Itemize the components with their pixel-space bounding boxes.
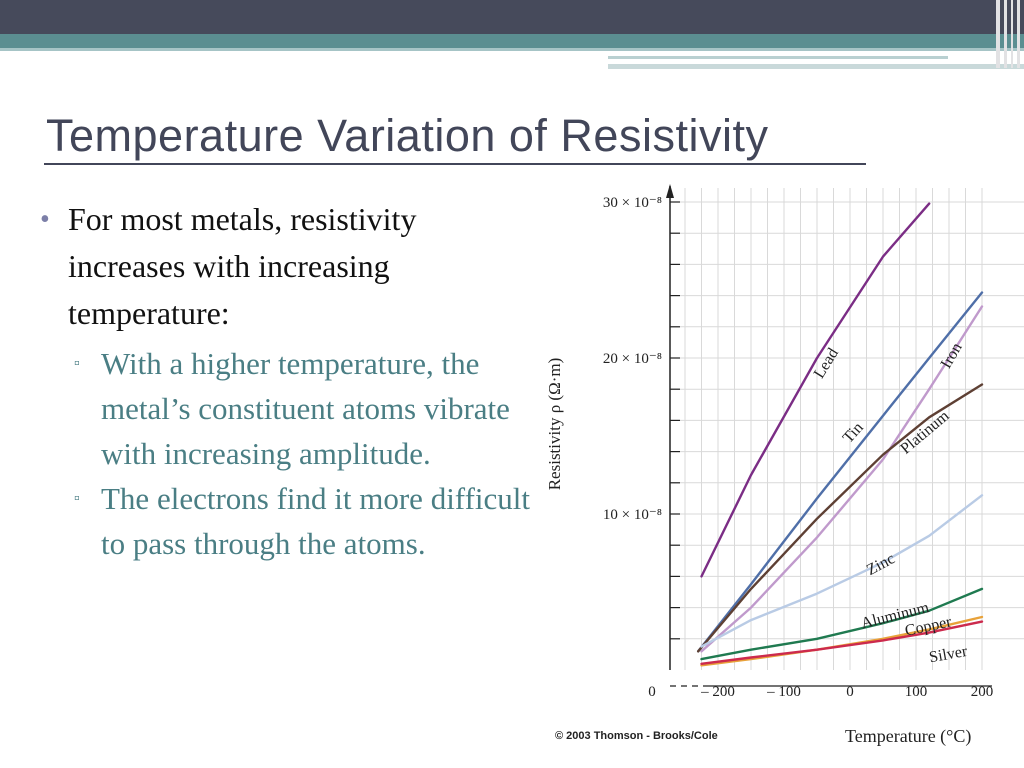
x-tick-label: – 100 bbox=[766, 684, 801, 700]
y-axis-label: Resistivity ρ (Ω·m) bbox=[545, 358, 564, 491]
header-bar bbox=[0, 0, 1024, 34]
header-teal-band bbox=[0, 34, 1024, 48]
x-axis-label: Temperature (°C) bbox=[845, 726, 971, 747]
bullet-list: • For most metals, resistivity increases… bbox=[40, 196, 530, 566]
series-line-tin bbox=[697, 291, 984, 653]
header-accent-line bbox=[608, 64, 1024, 69]
series-line-silver bbox=[700, 620, 984, 665]
y-tick-label: 30 × 10⁻⁸ bbox=[603, 195, 662, 211]
series-line-iron bbox=[700, 305, 984, 653]
x-tick-label: 100 bbox=[905, 684, 928, 700]
square-bullet-icon: ▫ bbox=[74, 490, 80, 507]
bullet-item: • For most metals, resistivity increases… bbox=[40, 196, 530, 337]
series-line-aluminum bbox=[700, 587, 984, 661]
y-axis-arrow-icon bbox=[666, 184, 674, 198]
sub-bullet-text: The electrons find it more difficult to … bbox=[101, 481, 530, 561]
y-tick-label: 10 × 10⁻⁸ bbox=[603, 507, 662, 523]
header-corner-stripes bbox=[994, 0, 1024, 68]
series-label-silver: Silver bbox=[928, 643, 969, 666]
sub-bullet-list: ▫ With a higher temperature, the metal’s… bbox=[40, 341, 530, 566]
copyright-text: © 2003 Thomson - Brooks/Cole bbox=[555, 730, 718, 742]
y-tick-label: 20 × 10⁻⁸ bbox=[603, 351, 662, 367]
bullet-text: For most metals, resistivity increases w… bbox=[68, 201, 417, 331]
series-line-platinum bbox=[697, 383, 984, 653]
slide-title: Temperature Variation of Resistivity bbox=[46, 110, 769, 161]
resistivity-chart: 10 × 10⁻⁸ 20 × 10⁻⁸ 30 × 10⁻⁸ 0 – 200 – 100 0 1… bbox=[540, 176, 1024, 748]
x-tick-label: – 200 bbox=[700, 684, 735, 700]
x-tick-label: 0 bbox=[648, 684, 656, 700]
bullet-dot-icon: • bbox=[40, 204, 50, 235]
sub-bullet-item: ▫ The electrons find it more difficult t… bbox=[40, 476, 530, 566]
title-underline bbox=[44, 163, 866, 165]
sub-bullet-item: ▫ With a higher temperature, the metal’s… bbox=[40, 341, 530, 476]
header-teal-line bbox=[0, 48, 1024, 51]
series-line-lead bbox=[700, 202, 931, 578]
square-bullet-icon: ▫ bbox=[74, 355, 80, 372]
chart-svg: 10 × 10⁻⁸ 20 × 10⁻⁸ 30 × 10⁻⁸ 0 – 200 – 100 0 1… bbox=[545, 184, 1024, 747]
series-line-zinc bbox=[700, 494, 984, 648]
x-tick-label: 200 bbox=[971, 684, 994, 700]
header-accent-line bbox=[608, 56, 948, 59]
sub-bullet-text: With a higher temperature, the metal’s c… bbox=[101, 346, 510, 471]
x-tick-label: 0 bbox=[846, 684, 854, 700]
